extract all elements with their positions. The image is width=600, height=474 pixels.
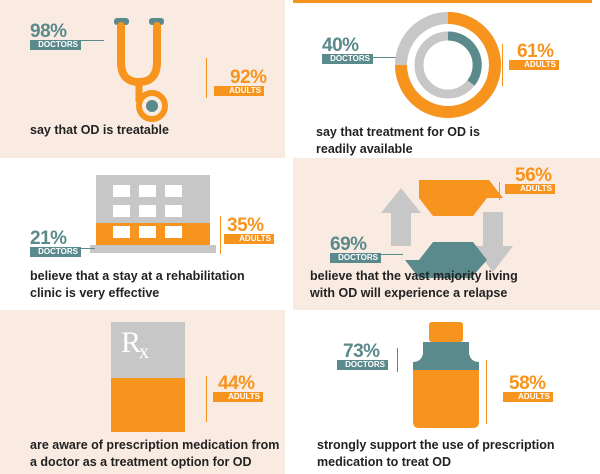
doctors-tag: DOCTORS [330, 253, 381, 263]
doctors-tag: DOCTORS [337, 360, 388, 370]
doctors-percent: 21% [30, 228, 67, 249]
caption-line-1: believe that a stay at a rehabilitation [30, 269, 245, 283]
adults-tag: ADULTS [505, 184, 555, 194]
adults-tag: ADULTS [214, 86, 264, 96]
caption-line-1: say that treatment for OD is [316, 125, 480, 139]
panel-prescription-awareness: Rx 44% ADULTS are aware of prescription … [0, 310, 285, 474]
caption-line-2: with OD will experience a relapse [310, 286, 508, 300]
caption-line-1: say that OD is treatable [30, 123, 169, 137]
doctors-percent: 98% [30, 21, 67, 42]
donut-rings-icon [395, 12, 501, 118]
panel-medication-support: 73% DOCTORS 58% ADULTS strongly support … [293, 310, 600, 474]
adults-tag: ADULTS [509, 60, 559, 70]
doctors-tag: DOCTORS [30, 40, 81, 50]
prescription-pad-icon: Rx [111, 322, 185, 432]
doctors-tag: DOCTORS [322, 54, 373, 64]
adults-tag: ADULTS [503, 392, 553, 402]
caption-line-2: a doctor as a treatment option for OD [30, 455, 252, 469]
doctors-percent: 73% [343, 341, 380, 362]
caption-line-2: clinic is very effective [30, 286, 160, 300]
adults-percent: 35% [227, 215, 264, 236]
rx-symbol: Rx [121, 326, 150, 364]
adults-tag: ADULTS [213, 392, 263, 402]
adults-percent: 92% [230, 67, 267, 88]
adults-tag: ADULTS [224, 234, 274, 244]
adults-percent: 58% [509, 373, 546, 394]
caption-line-1: are aware of prescription medication fro… [30, 438, 280, 452]
doctors-tag: DOCTORS [30, 247, 81, 257]
panel-rehab-clinic: 21% DOCTORS 35% ADULTS believe that a st… [0, 158, 285, 310]
adults-percent: 44% [218, 373, 255, 394]
doctors-percent: 69% [330, 234, 367, 255]
panel-od-treatable: 98% DOCTORS 92% ADULTS say that OD is tr… [0, 0, 285, 158]
medicine-bottle-icon [413, 322, 479, 428]
top-accent-bar [293, 0, 592, 3]
relapse-cycle-icon [381, 180, 513, 278]
doctors-percent: 40% [322, 35, 359, 56]
panel-relapse: 56% ADULTS 69% DOCTORS believe that the … [293, 158, 600, 310]
caption-line-2: medication to treat OD [317, 455, 452, 469]
stethoscope-icon [114, 18, 168, 122]
panel-treatment-available: 40% DOCTORS 61% ADULTS say that treatmen… [293, 0, 600, 158]
adults-percent: 56% [515, 165, 552, 186]
caption-line-1: strongly support the use of prescription [317, 438, 555, 452]
clinic-building-icon [90, 175, 216, 253]
adults-percent: 61% [517, 41, 554, 62]
caption-line-1: believe that the vast majority living [310, 269, 518, 283]
caption-line-2: readily available [316, 142, 413, 156]
